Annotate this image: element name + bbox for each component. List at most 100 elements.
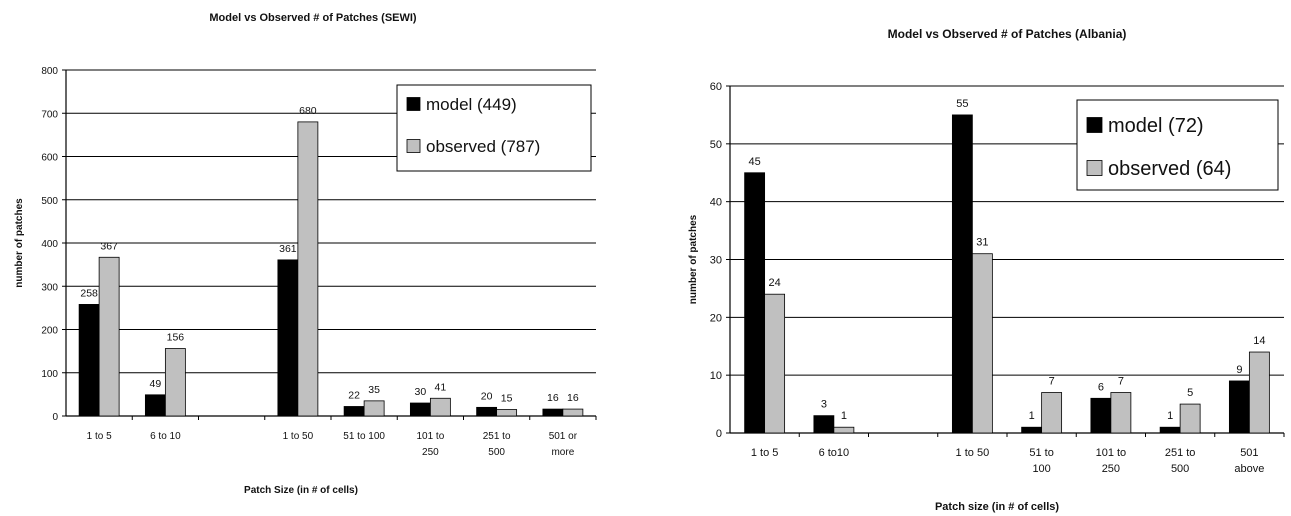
x-tick-label: 250: [1102, 463, 1120, 475]
bar-observed: [496, 409, 518, 417]
bar-model: [343, 406, 365, 417]
data-label: 7: [1118, 376, 1124, 388]
bar-observed: [1179, 403, 1201, 434]
bar-observed: [562, 408, 584, 417]
bar-observed: [971, 253, 993, 434]
x-tick-label: 1 to 5: [87, 431, 112, 442]
data-label: 3: [821, 399, 827, 411]
x-tick-label: 101 to: [416, 431, 444, 442]
x-axis-label: Patch Size (in # of cells): [244, 485, 358, 496]
bar-model: [476, 406, 498, 417]
x-tick-label: 501: [1240, 447, 1258, 459]
data-label: 30: [415, 386, 427, 398]
bar-observed: [98, 256, 120, 417]
y-tick-label: 40: [710, 197, 722, 209]
x-tick-label: 500: [1171, 463, 1189, 475]
bar-model: [78, 304, 100, 417]
bar-observed: [833, 426, 855, 434]
x-tick-label: 1 to 50: [956, 447, 990, 459]
bar-observed: [1041, 392, 1063, 434]
legend-label: observed (64): [1108, 158, 1231, 180]
y-tick-label: 0: [716, 428, 722, 440]
chart-title: Model vs Observed # of Patches (Albania): [888, 27, 1127, 41]
data-label: 24: [769, 277, 781, 289]
data-label: 680: [299, 105, 317, 117]
y-tick-label: 100: [41, 369, 58, 380]
y-tick-label: 500: [41, 196, 58, 207]
data-label: 41: [435, 381, 447, 393]
y-axis-label: number of patches: [14, 198, 25, 288]
x-tick-label: 251 to: [483, 431, 511, 442]
x-tick-label: more: [551, 447, 574, 458]
chart-albania: Model vs Observed # of Patches (Albania)…: [688, 27, 1285, 513]
data-label: 49: [150, 378, 162, 390]
x-tick-label: 6 to10: [819, 447, 850, 459]
data-label: 6: [1098, 381, 1104, 393]
data-label: 361: [279, 243, 297, 255]
bar-model: [542, 408, 564, 417]
data-label: 16: [547, 392, 559, 404]
x-tick-label: 501 or: [549, 431, 578, 442]
data-label: 367: [100, 240, 118, 252]
x-tick-label: 500: [488, 447, 505, 458]
data-label: 15: [501, 393, 513, 405]
y-tick-label: 200: [41, 326, 58, 337]
y-tick-label: 0: [52, 412, 58, 423]
data-label: 9: [1236, 364, 1242, 376]
x-tick-label: 51 to 100: [343, 431, 385, 442]
bar-model: [409, 402, 431, 417]
y-tick-label: 30: [710, 255, 722, 267]
x-tick-label: 6 to 10: [150, 431, 181, 442]
bar-model: [1021, 426, 1043, 434]
bar-observed: [1248, 351, 1270, 434]
data-label: 31: [976, 237, 988, 249]
legend-swatch-model: [406, 97, 421, 111]
x-tick-label: 101 to: [1096, 447, 1127, 459]
y-tick-label: 400: [41, 239, 58, 250]
bar-model: [1090, 397, 1112, 434]
x-tick-label: 251 to: [1165, 447, 1196, 459]
data-label: 7: [1049, 376, 1055, 388]
legend-swatch-observed: [406, 139, 421, 153]
data-label: 22: [348, 389, 360, 401]
data-label: 156: [167, 332, 185, 344]
bar-model: [744, 172, 766, 434]
x-tick-label: 51 to: [1029, 447, 1053, 459]
data-label: 5: [1187, 387, 1193, 399]
bar-observed: [429, 397, 451, 417]
x-tick-label: 100: [1032, 463, 1050, 475]
legend-label: model (72): [1108, 115, 1204, 137]
bar-model: [1228, 380, 1250, 434]
bar-model: [277, 259, 299, 417]
legend: model (72) observed (64): [1076, 99, 1279, 191]
chart-sewi: Model vs Observed # of Patches (SEWI) 0 10…: [14, 12, 597, 496]
bar-model: [144, 394, 166, 417]
bar-model: [1159, 426, 1181, 434]
x-tick-label: 1 to 5: [751, 447, 779, 459]
y-tick-label: 600: [41, 153, 58, 164]
bar-model: [813, 415, 835, 434]
y-tick-label: 50: [710, 139, 722, 151]
x-tick-label: 250: [422, 447, 439, 458]
bar-observed: [363, 400, 385, 417]
legend-swatch-model: [1086, 117, 1103, 133]
bar-observed: [1110, 392, 1132, 434]
data-label: 14: [1253, 335, 1265, 347]
y-tick-label: 20: [710, 312, 722, 324]
y-tick-label: 60: [710, 81, 722, 93]
legend-box: [396, 84, 592, 172]
y-tick-label: 700: [41, 109, 58, 120]
bar-observed: [764, 293, 786, 434]
bar-observed: [297, 121, 319, 417]
legend: model (449) observed (787): [396, 84, 592, 172]
data-label: 35: [368, 384, 380, 396]
bar-observed: [164, 348, 186, 417]
y-tick-label: 10: [710, 370, 722, 382]
data-label: 258: [80, 287, 98, 299]
x-tick-label: above: [1234, 463, 1264, 475]
data-label: 55: [956, 98, 968, 110]
data-label: 1: [1029, 410, 1035, 422]
y-tick-label: 800: [41, 66, 58, 77]
legend-swatch-observed: [1086, 160, 1103, 176]
